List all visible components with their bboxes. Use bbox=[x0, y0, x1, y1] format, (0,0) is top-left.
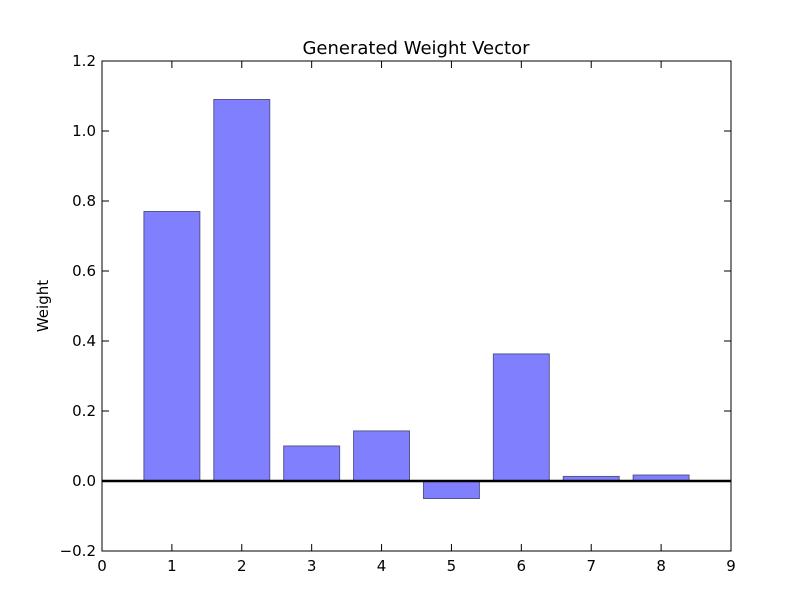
y-tick-label: −0.2 bbox=[60, 542, 96, 560]
y-tick-label: 1.0 bbox=[72, 122, 96, 140]
y-axis-label: Weight bbox=[34, 280, 52, 332]
bar-5 bbox=[422, 480, 480, 499]
x-tick-label: 9 bbox=[726, 557, 736, 575]
bars-group bbox=[143, 99, 690, 499]
x-tick-label: 1 bbox=[167, 557, 177, 575]
bar-1 bbox=[143, 211, 201, 482]
x-tick-label: 7 bbox=[586, 557, 596, 575]
x-tick-label: 0 bbox=[97, 557, 107, 575]
x-tick-label: 5 bbox=[447, 557, 457, 575]
y-tick-label: 1.2 bbox=[72, 52, 96, 70]
y-tick-label: 0.6 bbox=[72, 262, 96, 280]
plot-frame bbox=[101, 60, 732, 552]
bar-4 bbox=[353, 430, 411, 482]
x-tick-label: 8 bbox=[656, 557, 666, 575]
bar-3 bbox=[283, 445, 341, 482]
y-tick-label: 0.8 bbox=[72, 192, 96, 210]
bar-2 bbox=[213, 99, 271, 482]
ticks-group: 0 1 2 3 4 5 6 7 8 9 −0.2 0.0 0.2 0.4 0.6 0.8 1.0 1.2 bbox=[60, 52, 736, 575]
x-tick-label: 2 bbox=[237, 557, 247, 575]
x-tick-label: 3 bbox=[307, 557, 317, 575]
bar-6 bbox=[492, 353, 550, 482]
chart-title: Generated Weight Vector bbox=[302, 38, 530, 59]
x-tick-label: 4 bbox=[377, 557, 387, 575]
y-tick-label: 0.0 bbox=[72, 472, 96, 490]
y-tick-label: 0.4 bbox=[72, 332, 96, 350]
x-tick-label: 6 bbox=[517, 557, 527, 575]
y-tick-label: 0.2 bbox=[72, 402, 96, 420]
